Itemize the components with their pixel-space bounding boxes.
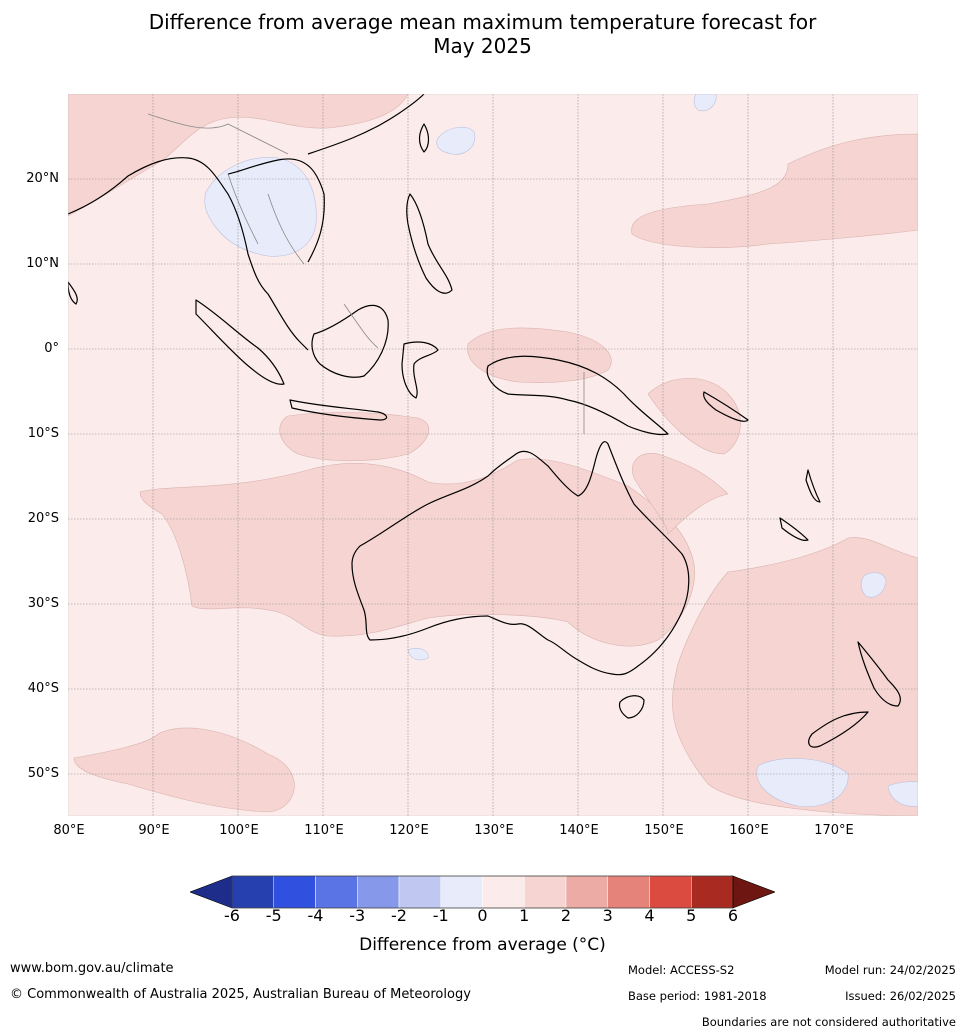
issued-date: Issued: 26/02/2025 <box>845 989 956 1003</box>
colorbar-extend-low <box>190 875 233 909</box>
coast-taiwan <box>418 123 430 153</box>
warm-region-new-guinea <box>467 327 612 383</box>
coastlines <box>68 94 901 748</box>
cool-region-pacific-north <box>693 94 717 112</box>
lon-label-90e: 90°E <box>138 823 170 838</box>
lon-label-110e: 110°E <box>304 823 344 838</box>
coast-tasmania <box>618 695 645 719</box>
warm-region-indian-ocean <box>139 458 695 647</box>
lat-label-50s: 50°S <box>27 766 59 781</box>
colorbar-tick-label: -6 <box>224 906 240 925</box>
coast-philippines <box>406 193 453 294</box>
colorbar-cell <box>691 875 734 909</box>
model-name: Model: ACCESS-S2 <box>628 963 735 977</box>
colorbar-cell <box>649 875 692 909</box>
lon-label-160e: 160°E <box>729 823 769 838</box>
borders <box>147 113 585 434</box>
lon-label-100e: 100°E <box>219 823 259 838</box>
colorbar-tick-label: 4 <box>644 906 655 925</box>
coast-sumatra <box>195 299 285 385</box>
coast-borneo <box>311 304 389 378</box>
colorbar-cell <box>607 875 650 909</box>
colorbar-cell <box>524 875 567 909</box>
cool-region-southeast <box>887 781 918 807</box>
warm-region-tasman <box>672 537 918 816</box>
lat-label-0: 0° <box>44 341 59 356</box>
lat-label-20s: 20°S <box>27 511 59 526</box>
lon-label-150e: 150°E <box>644 823 684 838</box>
base-period: Base period: 1981-2018 <box>628 989 767 1003</box>
colorbar-cells <box>190 875 775 909</box>
lon-label-80e: 80°E <box>53 823 85 838</box>
cool-region-east <box>860 572 887 598</box>
colorbar-cell <box>440 875 483 909</box>
gridlines <box>68 94 918 816</box>
lon-label-170e: 170°E <box>814 823 854 838</box>
colorbar-cell <box>273 875 316 909</box>
colorbar-tick-label: 5 <box>686 906 697 925</box>
colorbar-cell <box>231 875 274 909</box>
lon-label-130e: 130°E <box>474 823 514 838</box>
colorbar-tick-label: -2 <box>391 906 407 925</box>
map-title: Difference from average mean maximum tem… <box>0 10 965 58</box>
colorbar-tick-label: -4 <box>307 906 324 925</box>
colorbar-tick-label: -3 <box>349 906 366 925</box>
colorbar <box>190 875 775 909</box>
coast-asia-mainland <box>68 94 425 351</box>
coast-australia <box>351 441 690 676</box>
colorbar-tick-label: -5 <box>265 906 282 925</box>
warm-region-north-pacific <box>631 133 918 248</box>
lat-label-10s: 10°S <box>27 426 59 441</box>
colorbar-cell <box>357 875 400 909</box>
colorbar-tick-label: 1 <box>519 906 530 925</box>
title-line-1: Difference from average mean maximum tem… <box>148 10 817 34</box>
colorbar-tick-label: 0 <box>477 906 488 925</box>
cool-region-indochina <box>204 157 317 257</box>
warm-region-melanesia <box>647 377 741 455</box>
title-line-2: May 2025 <box>433 34 532 58</box>
colorbar-tick-label: 2 <box>560 906 572 925</box>
colorbar-tick-label: -1 <box>432 906 449 925</box>
coast-new-zealand-south <box>808 711 869 748</box>
lat-label-10n: 10°N <box>26 256 59 271</box>
colorbar-cell <box>482 875 525 909</box>
coast-vanuatu <box>805 469 821 503</box>
colorbar-label: Difference from average (°C) <box>359 935 606 955</box>
coast-india-tip <box>68 281 78 305</box>
coast-solomon <box>703 391 749 422</box>
website-link[interactable]: www.bom.gov.au/climate <box>10 961 174 976</box>
cool-anomaly-regions <box>204 94 918 807</box>
lat-label-40s: 40°S <box>27 681 59 696</box>
colorbar-cell <box>565 875 608 909</box>
colorbar-tick-label: 6 <box>727 906 739 925</box>
disclaimer: Boundaries are not considered authoritat… <box>701 1015 956 1029</box>
lat-label-20n: 20°N <box>26 171 59 186</box>
lon-label-120e: 120°E <box>389 823 429 838</box>
coast-new-zealand-north <box>857 641 901 707</box>
colorbar-tick-label: 3 <box>602 906 613 925</box>
coast-new-caledonia <box>779 517 809 541</box>
warm-region-java-sea <box>279 412 430 462</box>
model-run: Model run: 24/02/2025 <box>824 963 956 977</box>
lat-label-30s: 30°S <box>27 596 59 611</box>
colorbar-cell <box>398 875 441 909</box>
lon-label-140e: 140°E <box>559 823 599 838</box>
warm-region-southern-ocean <box>73 727 295 813</box>
colorbar-cell <box>315 875 358 909</box>
colorbar-extend-high <box>732 875 775 909</box>
coast-java <box>289 399 388 421</box>
cool-region-south <box>756 758 849 807</box>
cool-region-bight <box>407 648 429 661</box>
coast-new-guinea <box>486 355 669 436</box>
coast-sulawesi <box>401 341 439 399</box>
cool-region-philippine-sea <box>436 126 476 155</box>
anomaly-map <box>68 94 918 816</box>
warm-anomaly-regions <box>68 94 918 816</box>
warm-region-coral-sea <box>632 453 729 535</box>
copyright-text: © Commonwealth of Australia 2025, Austra… <box>10 987 471 1002</box>
